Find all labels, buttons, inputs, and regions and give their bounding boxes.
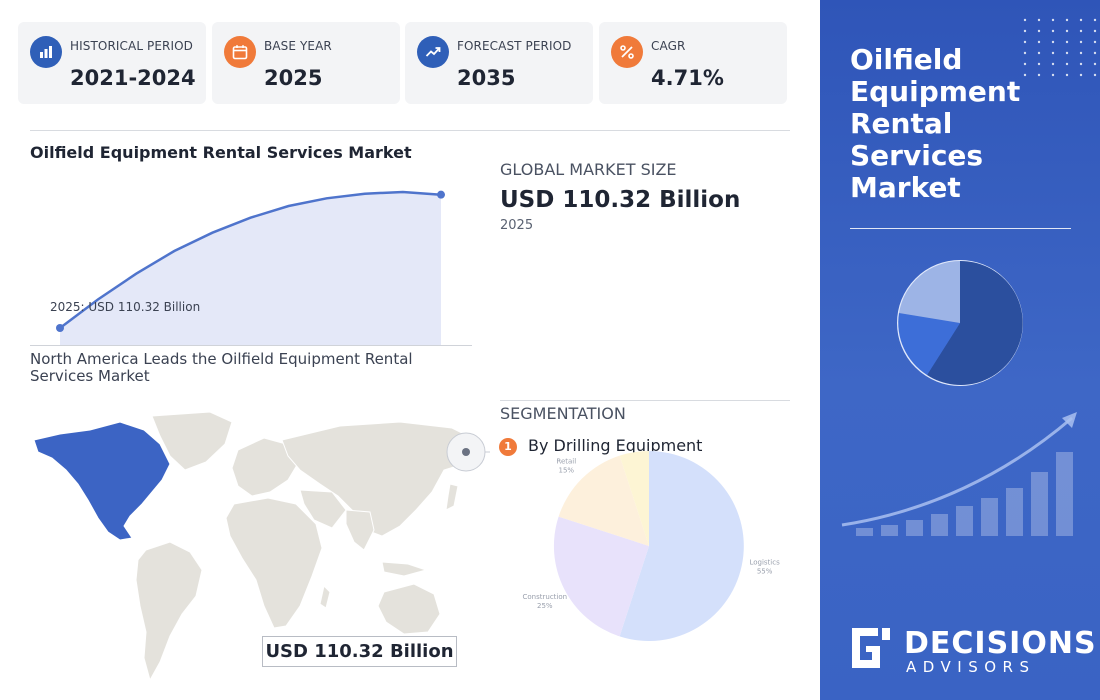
pie-label: Retail	[556, 457, 576, 465]
pie-label: Construction	[523, 593, 568, 601]
market-trend-chart: 2025: USD 110.32 Billion	[30, 190, 472, 346]
map-asia	[281, 421, 485, 537]
pie-slice-others	[619, 450, 649, 546]
panel-divider	[850, 228, 1071, 229]
trend-chart-title: Oilfield Equipment Rental Services Marke…	[30, 143, 412, 162]
map-africa	[225, 497, 323, 629]
trend-annotation: 2025: USD 110.32 Billion	[50, 300, 200, 314]
stat-value: 4.71%	[651, 66, 724, 90]
segmentation-label: SEGMENTATION	[500, 404, 626, 423]
logo-text-advisors: ADVISORS	[906, 658, 1036, 676]
map-japan	[445, 483, 459, 511]
pie-slice-logistics	[619, 451, 744, 641]
stat-value: 2035	[457, 66, 516, 90]
segmentation-divider	[500, 400, 790, 401]
stat-value: 2021-2024	[70, 66, 196, 90]
map-indonesia	[381, 561, 428, 577]
pie-label-value: 15%	[559, 466, 575, 474]
region-title: North America Leads the Oilfield Equipme…	[30, 350, 413, 385]
map-greenland	[151, 411, 233, 471]
logo-mark-icon	[852, 628, 890, 668]
growth-bar	[981, 498, 998, 536]
stat-value: 2025	[264, 66, 323, 90]
stat-label: CAGR	[651, 39, 686, 53]
growth-arrow-head	[1062, 412, 1077, 428]
global-market-year: 2025	[500, 218, 534, 233]
calendar-icon	[224, 36, 256, 68]
stat-card-historical-period: HISTORICAL PERIOD 2021-2024	[18, 22, 206, 104]
growth-bar	[931, 514, 948, 536]
growth-bar	[1056, 452, 1073, 536]
growth-arrow	[841, 416, 1073, 527]
panel-title: Oilfield Equipment Rental Services Marke…	[850, 43, 1021, 204]
segmentation-item: By Drilling Equipment	[528, 436, 703, 455]
trend-area	[60, 192, 441, 345]
map-south-america	[135, 541, 203, 682]
trend-line	[58, 190, 443, 330]
trend-up-icon	[417, 36, 449, 68]
region-marker-dot	[462, 448, 470, 456]
map-europe	[231, 437, 301, 497]
pie-illustration	[897, 260, 1023, 386]
stat-label: BASE YEAR	[264, 39, 332, 53]
panel-illustration	[841, 18, 1097, 668]
growth-bar	[856, 528, 873, 536]
pie-label: Logistics	[749, 558, 780, 566]
trend-point	[56, 324, 64, 332]
brand-panel: Oilfield Equipment Rental Services Marke…	[820, 0, 1100, 700]
section-divider	[30, 130, 790, 131]
map-india	[345, 509, 375, 551]
growth-bars-illustration	[856, 452, 1073, 536]
trend-point	[437, 190, 445, 199]
segmentation-pie-chart: Logistics55%Construction25%Retail15%Othe…	[523, 450, 780, 641]
bar-chart-icon	[30, 36, 62, 68]
pie-slice-construction	[553, 516, 649, 637]
global-market-value: USD 110.32 Billion	[500, 187, 741, 213]
region-value-box: USD 110.32 Billion	[262, 636, 457, 667]
growth-bar	[881, 525, 898, 536]
pie-label-value: 25%	[537, 602, 553, 610]
stat-label: HISTORICAL PERIOD	[70, 39, 194, 53]
world-map	[33, 411, 490, 682]
dot-grid-decoration	[1023, 18, 1097, 77]
stat-card-forecast-period: FORECAST PERIOD 2035	[405, 22, 593, 104]
stat-card-base-year: BASE YEAR 2025	[212, 22, 400, 104]
growth-bar	[956, 506, 973, 536]
segmentation-badge: 1	[499, 438, 517, 456]
stat-card-cagr: CAGR 4.71%	[599, 22, 787, 104]
pie-label-value: 55%	[757, 567, 773, 575]
logo-text-decisions: DECISIONS	[904, 626, 1097, 661]
map-australia	[377, 583, 441, 635]
growth-bar	[906, 520, 923, 536]
map-north-america-highlight	[33, 421, 171, 541]
growth-bar	[1031, 472, 1048, 536]
pie-slice-retail	[558, 455, 649, 546]
stat-label: FORECAST PERIOD	[457, 39, 572, 53]
percent-icon	[611, 36, 643, 68]
global-market-label: GLOBAL MARKET SIZE	[500, 160, 677, 179]
growth-bar	[1006, 488, 1023, 536]
map-madagascar	[319, 585, 331, 609]
